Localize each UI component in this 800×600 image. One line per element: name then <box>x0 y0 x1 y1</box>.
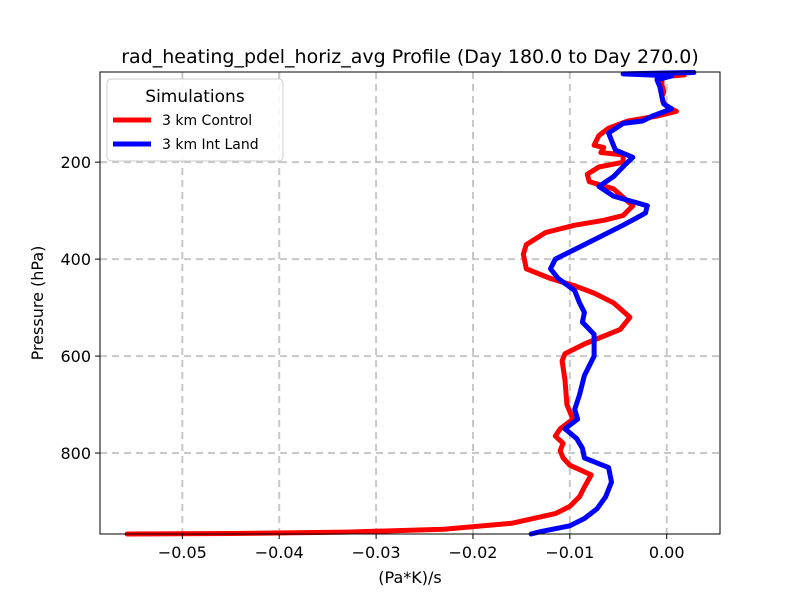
y-tick-label: 400 <box>60 250 91 269</box>
chart-title: rad_heating_pdel_horiz_avg Profile (Day … <box>121 46 699 68</box>
x-tick-label: −0.02 <box>448 543 497 562</box>
x-tick-label: −0.03 <box>352 543 401 562</box>
series-line-3-km-int-land <box>528 70 697 537</box>
plot-frame <box>99 71 721 535</box>
x-tick-label: −0.01 <box>545 543 594 562</box>
series-lines <box>124 70 697 537</box>
legend-box <box>106 78 284 162</box>
y-tick-label: 800 <box>60 444 91 463</box>
legend-label-int-land: 3 km Int Land <box>162 137 259 153</box>
legend-title: Simulations <box>145 87 245 107</box>
legend-label-control: 3 km Control <box>162 113 252 129</box>
x-tick-label: −0.04 <box>255 543 304 562</box>
y-axis-label: Pressure (hPa) <box>28 246 47 361</box>
series-line-3-km-control <box>124 70 697 537</box>
x-tick-label: 0.00 <box>649 543 685 562</box>
ticks: −0.05 −0.04 −0.03 −0.02 −0.01 0.00 200 400 600 80… <box>60 153 684 562</box>
legend: Simulations 3 km Control 3 km Int Land <box>106 78 284 162</box>
y-tick-label: 200 <box>60 153 91 172</box>
x-axis-label: (Pa*K)/s <box>378 568 441 587</box>
x-tick-label: −0.05 <box>158 543 207 562</box>
y-tick-label: 600 <box>60 347 91 366</box>
